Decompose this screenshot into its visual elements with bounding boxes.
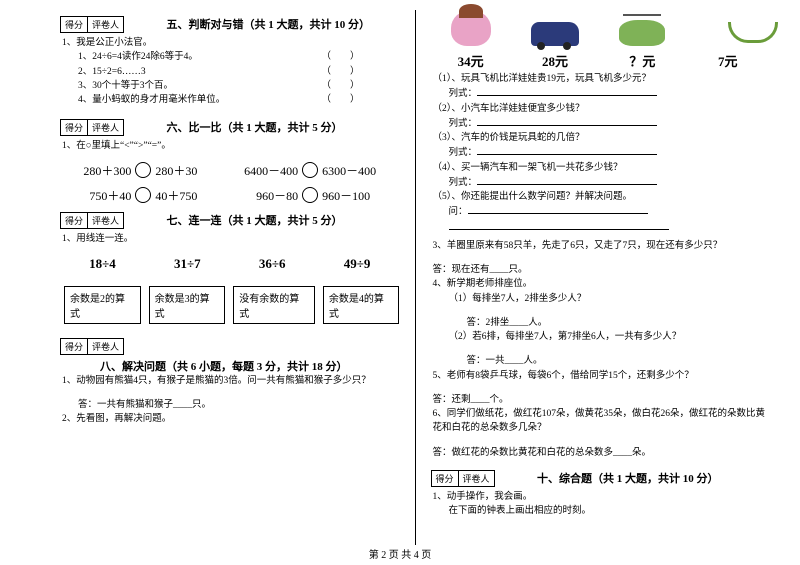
subq: （3）、汽车的价钱是玩具蛇的几倍？ [433,131,771,145]
section-10-title: 十、综合题（共 1 大题，共计 10 分） [537,470,719,486]
sec7-lead: 1、用线连一连。 [62,232,400,246]
section-8-title: 八、解决问题（共 6 小题，每题 3 分，共计 18 分） [100,358,348,374]
compare-circle[interactable] [135,162,151,178]
blank-line[interactable] [468,204,648,214]
blank-line[interactable] [449,220,669,230]
q4: 4、新学期老师排座位。 [433,277,771,291]
ans6: 答：做红花的朵数比黄花和白花的总朵数多____朵。 [433,446,771,460]
ans3: 答：现在还有____只。 [433,263,771,277]
compare-circle[interactable] [302,162,318,178]
q5: 5、老师有8袋乒乓球，每袋6个，借给同学15个，还剩多少个？ [433,369,771,383]
doll-icon [451,10,491,46]
compare-row: 280＋300280＋30 6400－4006300－400 [60,162,400,179]
sec8-ans1: 答：一共有熊猫和猴子____只。 [78,398,400,412]
sec10-sub: 在下面的钟表上画出相应的时刻。 [449,504,771,518]
snake-icon [706,18,750,46]
blank-line[interactable] [477,116,657,126]
q6: 6、同学们做纸花，做红花107朵，做黄花35朵，做白花26朵，做红花的朵数比黄花… [433,407,771,436]
sec5-lead: 1、我是公正小法官。 [62,36,400,50]
subq: （4）、买一辆汽车和一架飞机一共花多少钱？ [433,161,771,175]
q4b: （2）若6排，每排坐7人，第7排坐6人，一共有多少人？ [449,330,771,344]
sec8-q2: 2、先看图，再解决问题。 [62,412,400,426]
helicopter-icon [619,20,665,46]
subq: （2）、小汽车比洋娃娃便宜多少钱？ [433,102,771,116]
sec8-q1: 1、动物园有熊猫4只，有猴子是熊猫的3倍。问一共有熊猫和猴子多少只？ [62,374,400,388]
answer-box: 余数是4的算式 [323,286,400,324]
grader-label: 评卷人 [88,17,123,32]
subq: （1）、玩具飞机比洋娃娃贵19元，玩具飞机多少元？ [433,72,771,86]
compare-row: 750＋4040＋750 960－80960－100 [60,187,400,204]
score-label: 得分 [61,17,88,32]
sec10-q1: 1、动手操作，我会画。 [433,490,771,504]
sec5-item: 2、15÷2=6……3（ ） [78,65,400,79]
blank-line[interactable] [477,86,657,96]
expr-row: 18÷4 31÷7 36÷6 49÷9 [60,256,400,272]
ans4a: 答：2排坐____人。 [467,316,771,330]
compare-circle[interactable] [135,187,151,203]
score-box: 得分 评卷人 [60,16,124,33]
car-icon [531,22,579,46]
blank-line[interactable] [477,175,657,185]
page-footer: 第 2 页 共 4 页 [0,546,800,561]
score-box: 得分 评卷人 [431,470,495,487]
q4a: （1）每排坐7人，2排坐多少人？ [449,292,771,306]
sec5-item: 3、30个十等于3个百。（ ） [78,79,400,93]
score-box: 得分 评卷人 [60,338,124,355]
q3: 3、羊圈里原来有58只羊，先走了6只，又走了7只，现在还有多少只？ [433,239,771,253]
compare-circle[interactable] [302,187,318,203]
section-6-title: 六、比一比（共 1 大题，共计 5 分） [167,119,343,135]
subq: （5）、你还能提出什么数学问题？并解决问题。 [433,190,771,204]
answer-box: 没有余数的算式 [233,286,315,324]
sec5-item: 4、量小蚂蚁的身才用毫米作单位。（ ） [78,93,400,107]
answer-box-row: 余数是2的算式 余数是3的算式 没有余数的算式 余数是4的算式 [64,286,400,324]
score-box: 得分 评卷人 [60,212,124,229]
score-box: 得分 评卷人 [60,119,124,136]
section-7-title: 七、连一连（共 1 大题，共计 5 分） [167,212,343,228]
section-5-title: 五、判断对与错（共 1 大题，共计 10 分） [167,16,371,32]
items-row: 34元 28元 ？元 7元 [431,10,771,70]
answer-box: 余数是3的算式 [149,286,226,324]
answer-box: 余数是2的算式 [64,286,141,324]
ans4b: 答：一共____人。 [467,354,771,368]
blank-line[interactable] [477,145,657,155]
ans5: 答：还剩____个。 [433,393,771,407]
sec6-lead: 1、在○里填上“<”“>”“=”。 [62,139,400,153]
sec5-item: 1、24÷6=4读作24除6等于4。（ ） [78,50,400,64]
